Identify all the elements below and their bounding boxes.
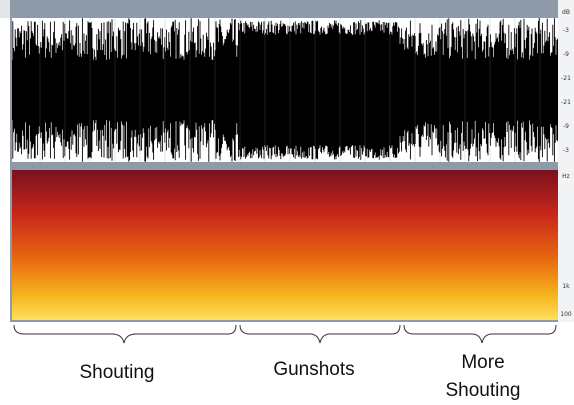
scale-labels: -3 -9 -21 -21 -9 -3 1k 100 — [560, 27, 572, 318]
waveform-scale-label: -21 — [561, 99, 571, 106]
segment-label: More Shouting — [445, 352, 520, 401]
label-line: More — [461, 352, 504, 373]
brace — [403, 324, 557, 344]
segment-label: Gunshots — [273, 359, 354, 380]
waveform-scale-label: -3 — [563, 27, 569, 34]
scale-strip — [558, 0, 574, 322]
spectrogram-scale-label: 1k — [562, 283, 570, 290]
waveform-scale-label: -9 — [563, 51, 569, 58]
waveform-trace — [12, 18, 558, 162]
spectrogram-unit: Hz — [562, 173, 570, 180]
spectrogram-scale-label: 100 — [560, 311, 572, 318]
waveform-scale-label: -3 — [563, 147, 569, 154]
waveform-unit: dB — [562, 9, 570, 16]
spectrogram-panel — [12, 170, 558, 320]
waveform — [12, 18, 558, 162]
label-line: Shouting — [445, 380, 520, 401]
waveform-scale-label: -9 — [563, 123, 569, 130]
brace — [13, 324, 237, 344]
brace — [239, 324, 401, 344]
segment-label: Shouting — [79, 362, 154, 383]
waveform-scale-label: -21 — [561, 75, 571, 82]
